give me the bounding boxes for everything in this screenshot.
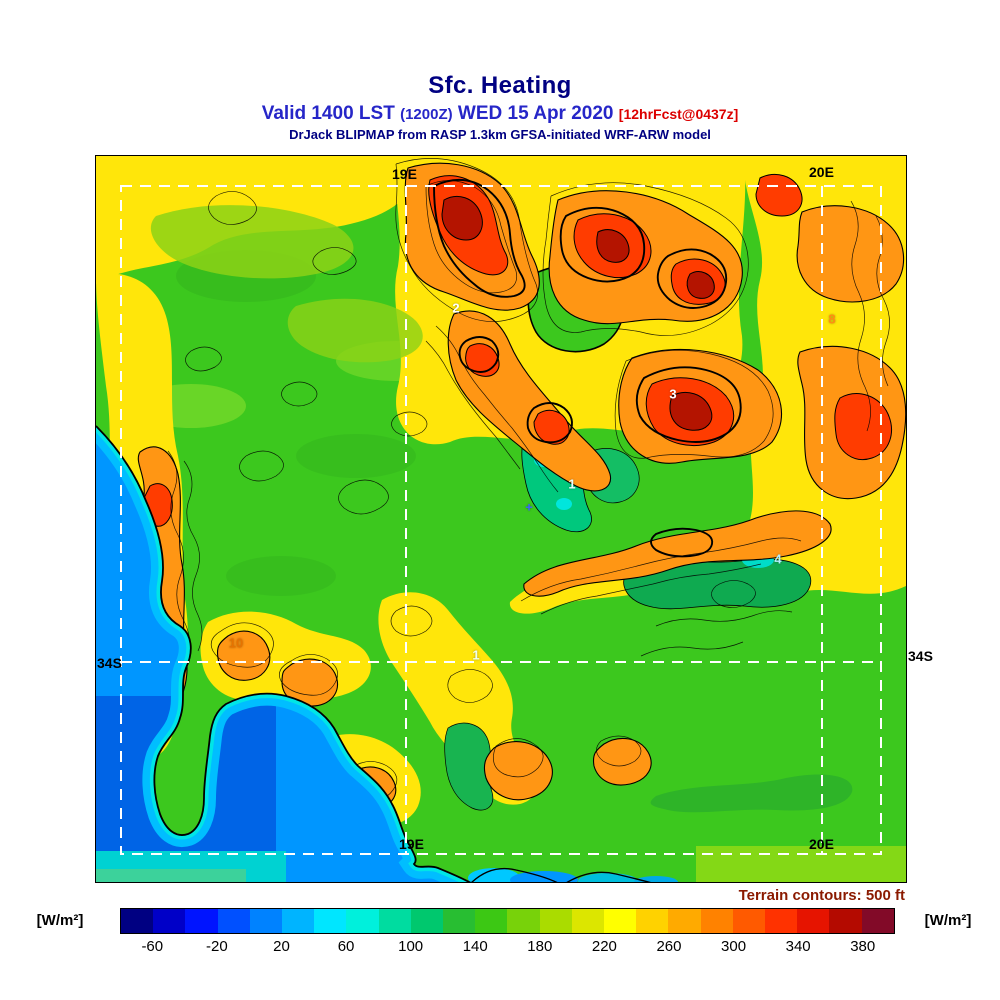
header: Sfc. Heating Valid 1400 LST (1200Z) WED … [0,72,1000,143]
colorbar-tick-label: 60 [338,938,355,955]
map-annotation: + [525,500,533,515]
colorbar-segment [636,909,668,933]
colorbar-ticks: -60 -20 20 60 100 140 180 220 260 300 340 380 [120,938,895,958]
gridline-label-34s-right: 34S [908,648,933,664]
colorbar-segment [153,909,185,933]
gridline-label-34s-left: 34S [97,655,122,671]
colorbar-segment [411,909,443,933]
colorbar-segment [121,909,153,933]
map-annotation: 4 [774,552,781,567]
colorbar-tick-label: 220 [592,938,617,955]
colorbar-segment [540,909,572,933]
colorbar-segment [185,909,217,933]
colorbar-tick-label: 260 [656,938,681,955]
forecast-tag: [12hrFcst@0437z] [619,106,738,122]
map-annotation: 1 [472,648,479,663]
colorbar-tick-label: -60 [141,938,163,955]
colorbar [120,908,895,934]
valid-time: Valid 1400 LST [262,103,395,124]
colorbar-segment [668,909,700,933]
colorbar-segment [765,909,797,933]
colorbar-segment [797,909,829,933]
colorbar-unit-right: [W/m²] [896,912,1000,929]
colorbar-segment [282,909,314,933]
colorbar-segment [218,909,250,933]
colorbar-segment [379,909,411,933]
map-annotation: 10 [229,636,243,651]
valid-zulu: (1200Z) [400,106,453,123]
rasp-blipmap-page: Sfc. Heating Valid 1400 LST (1200Z) WED … [0,0,1000,1000]
colorbar-segment [507,909,539,933]
colorbar-segment [443,909,475,933]
valid-date: WED 15 Apr 2020 [458,103,614,124]
map-annotation: 8 [828,312,835,327]
terrain-contours-note: Terrain contours: 500 ft [739,887,905,904]
colorbar-tick-label: 100 [398,938,423,955]
colorbar-segment [250,909,282,933]
map-annotation: 1 [568,477,575,492]
colorbar-tick-label: 180 [527,938,552,955]
colorbar-segment [701,909,733,933]
colorbar-tick-label: 20 [273,938,290,955]
map-annotation: 3 [669,387,676,402]
colorbar-segment [346,909,378,933]
colorbar-segment [475,909,507,933]
model-line: DrJack BLIPMAP from RASP 1.3km GFSA-init… [0,128,1000,143]
colorbar-tick-label: 140 [463,938,488,955]
colorbar-segment [604,909,636,933]
map-annotations: 2 3 1 4 +10 8 1 [96,156,906,882]
colorbar-segment [829,909,861,933]
colorbar-segment [862,909,894,933]
colorbar-unit-left: [W/m²] [8,912,112,929]
colorbar-tick-label: 300 [721,938,746,955]
colorbar-tick-label: -20 [206,938,228,955]
valid-time-line: Valid 1400 LST (1200Z) WED 15 Apr 2020 [… [0,103,1000,125]
surface-heating-map: 19E 20E 19E 20E 2314+1081 [95,155,907,883]
colorbar-segment [572,909,604,933]
colorbar-segment [733,909,765,933]
colorbar-tick-label: 380 [850,938,875,955]
colorbar-segment [314,909,346,933]
colorbar-tick-label: 340 [786,938,811,955]
map-annotation: 2 [452,301,459,316]
page-title: Sfc. Heating [0,72,1000,100]
